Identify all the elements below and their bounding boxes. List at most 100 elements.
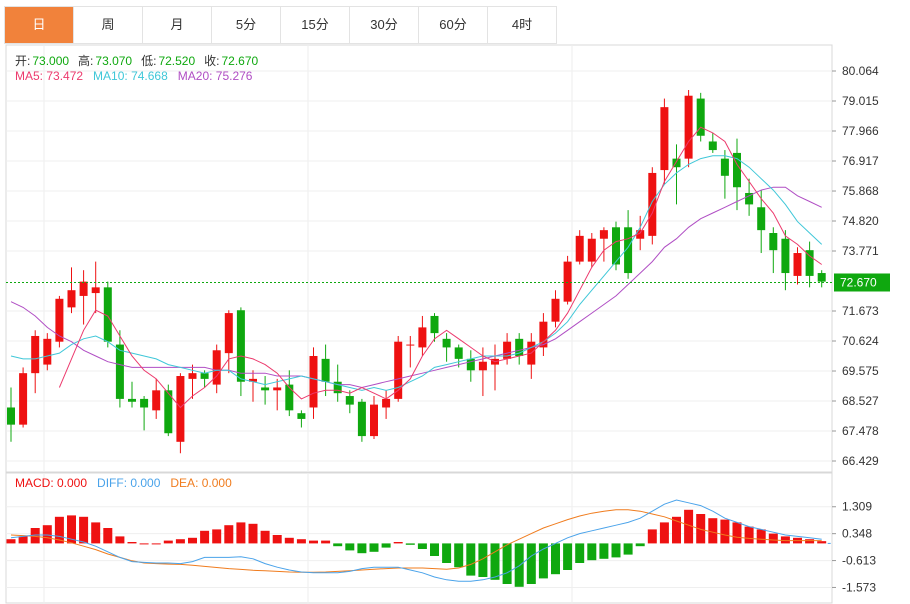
ma20-value: MA20: 75.276 — [177, 69, 253, 83]
macd-y-tick-label: 1.309 — [842, 500, 872, 514]
macd-y-tick-label: -0.613 — [842, 554, 876, 568]
tab-30min[interactable]: 30分 — [350, 7, 419, 43]
macd-bar — [139, 543, 149, 545]
candle-body — [103, 287, 112, 342]
candle-body — [539, 321, 548, 348]
macd-bar — [538, 543, 548, 579]
candle-body — [745, 192, 754, 205]
candle-body — [249, 378, 257, 382]
macd-bar — [708, 518, 718, 544]
macd-bar — [430, 543, 439, 556]
macd-bar — [272, 535, 282, 544]
y-tick-label: 71.673 — [842, 304, 879, 318]
macd-bar — [357, 543, 367, 554]
tab-15min[interactable]: 15分 — [281, 7, 350, 43]
y-tick-label: 80.064 — [842, 64, 879, 78]
candle-body — [7, 407, 15, 425]
candle-body — [188, 373, 197, 379]
candle-body — [152, 390, 161, 411]
ma5-value: MA5: 73.472 — [15, 69, 84, 83]
candle-body — [466, 358, 475, 371]
macd-panel-frame — [5, 472, 833, 604]
macd-bar — [611, 543, 621, 558]
candle-body — [430, 315, 439, 334]
candle-body — [575, 235, 584, 262]
candle-body — [418, 327, 427, 348]
candle-body — [91, 287, 100, 294]
ma5-line — [58, 126, 822, 409]
candle-body — [684, 95, 693, 159]
macd-bar — [551, 543, 560, 575]
macd-bar — [224, 525, 234, 544]
macd-bar — [720, 519, 730, 544]
y-tick-label: 68.527 — [842, 394, 879, 408]
macd-bar — [780, 536, 790, 544]
macd-bar — [466, 543, 476, 576]
ohlc-readout: 开: 73.000 高: 73.070 低: 72.520 收: 72.670 — [15, 52, 260, 69]
candle-body — [563, 261, 572, 302]
candle-body — [660, 107, 669, 171]
macd-bar — [417, 543, 427, 549]
macd-bar — [369, 543, 379, 552]
macd-bar — [744, 526, 754, 544]
macd-bar — [442, 543, 452, 563]
candle-body — [321, 358, 330, 382]
macd-bar — [599, 543, 609, 559]
macd-bar — [6, 539, 16, 544]
macd-bar — [127, 542, 137, 544]
candle-body — [297, 413, 306, 419]
macd-bar — [526, 543, 536, 584]
macd-bar — [659, 522, 669, 544]
macd-bar — [502, 543, 512, 584]
dea-value: DEA: 0.000 — [170, 476, 232, 490]
candle-body — [176, 376, 185, 442]
candle-body — [672, 158, 681, 168]
candle-body — [805, 250, 814, 276]
macd-bar — [623, 543, 633, 555]
candle-body — [382, 398, 391, 408]
last-price-label: 72.670 — [840, 275, 877, 289]
candle-body — [503, 341, 512, 359]
macd-bar — [393, 542, 403, 544]
macd-bar — [514, 543, 524, 587]
tab-month[interactable]: 月 — [143, 7, 212, 43]
candle-body — [696, 98, 705, 136]
candle-body — [115, 344, 124, 399]
candle-body — [273, 387, 282, 391]
macd-readout: MACD: 0.000 DIFF: 0.000 DEA: 0.000 — [15, 476, 234, 490]
candle-body — [140, 398, 149, 408]
candle-body — [261, 387, 270, 391]
macd-bar — [260, 530, 270, 544]
macd-bar — [321, 540, 331, 544]
macd-bar — [805, 539, 815, 544]
macd-bar — [54, 516, 64, 544]
candle-body — [31, 335, 40, 374]
macd-bar — [188, 537, 197, 544]
y-tick-label: 76.917 — [842, 154, 879, 168]
high-label: 高: — [78, 54, 94, 68]
tab-week[interactable]: 周 — [74, 7, 143, 43]
period-tabs: 日 周 月 5分 15分 30分 60分 4时 — [4, 6, 557, 44]
macd-bar — [587, 543, 597, 561]
tab-60min[interactable]: 60分 — [419, 7, 488, 43]
tab-day[interactable]: 日 — [5, 7, 74, 43]
macd-bar — [212, 529, 222, 544]
macd-bar — [248, 523, 258, 544]
y-tick-label: 73.771 — [842, 244, 879, 258]
tab-4hour[interactable]: 4时 — [488, 7, 557, 43]
tab-5min[interactable]: 5分 — [212, 7, 281, 43]
macd-bar — [309, 540, 318, 544]
macd-y-tick-label: -1.573 — [842, 580, 876, 594]
macd-bar — [563, 543, 573, 570]
macd-bar — [490, 543, 500, 580]
dea-line — [10, 509, 822, 573]
macd-bar — [79, 516, 89, 544]
candle-body — [55, 298, 64, 342]
candle-body — [478, 361, 487, 371]
candle-body — [394, 341, 403, 399]
y-tick-label: 75.868 — [842, 184, 879, 198]
candle-body — [793, 253, 802, 276]
close-label: 收: — [204, 54, 220, 68]
y-tick-label: 67.478 — [842, 424, 879, 438]
